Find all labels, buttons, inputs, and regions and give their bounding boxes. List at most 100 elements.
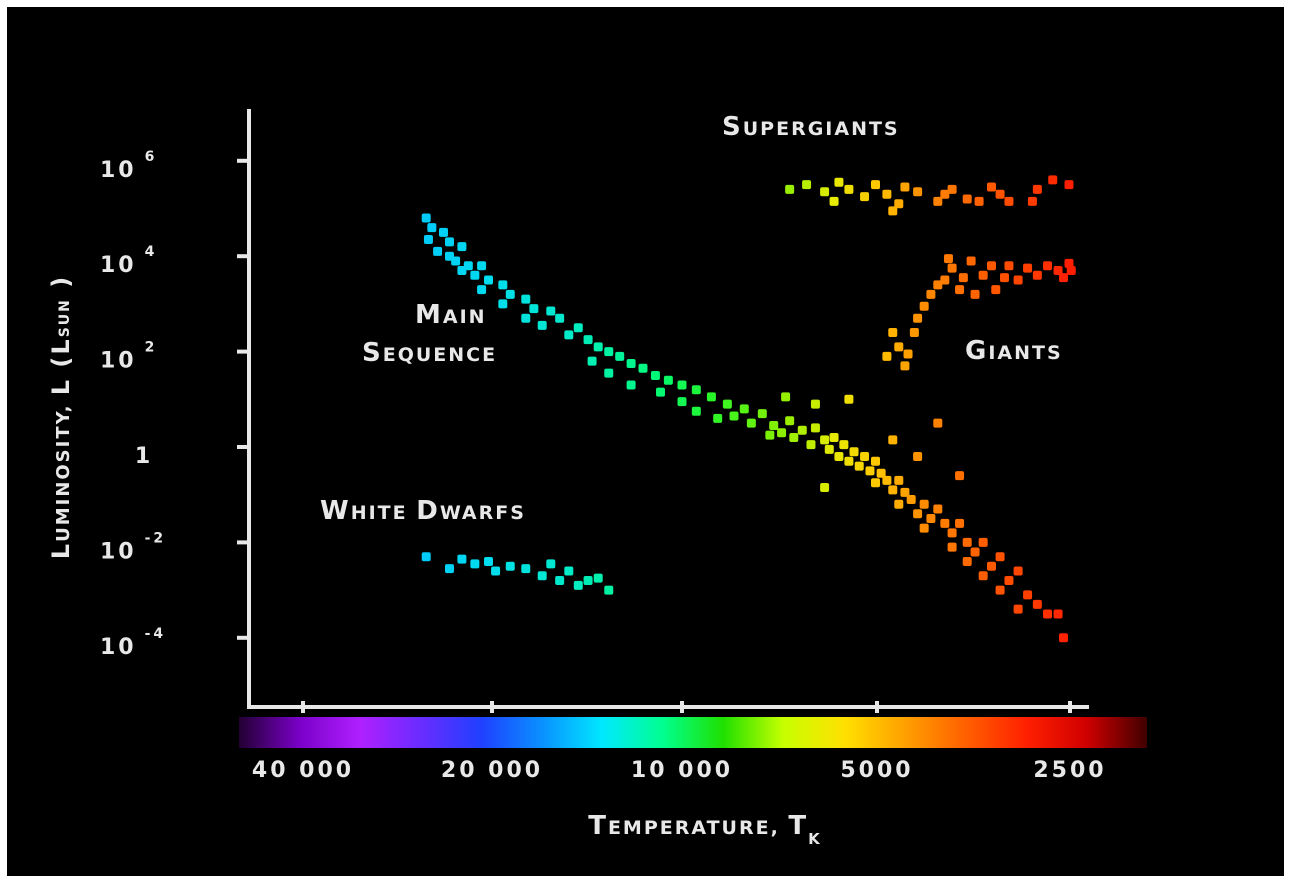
star-point [940, 518, 950, 528]
star-point [947, 263, 957, 273]
star-point [888, 206, 898, 216]
star-point [1043, 261, 1053, 271]
star-point [777, 428, 787, 438]
x-tick-labels: 40 000 20 000 10 000 5000 2500 [252, 758, 1106, 783]
star-point [1004, 576, 1014, 586]
star-point [940, 275, 950, 285]
star-point [829, 196, 839, 206]
star-point [593, 342, 603, 352]
star-point [947, 542, 957, 552]
y-tick-base: 10 [100, 635, 137, 660]
star-point [900, 361, 910, 371]
star-point [1023, 590, 1033, 600]
star-point [1064, 258, 1074, 268]
star-point [521, 313, 531, 323]
star-point [849, 447, 859, 457]
star-point [829, 432, 839, 442]
supergiants-label: SUPERGIANTS [722, 112, 900, 142]
star-point [995, 552, 1005, 562]
star-point [438, 227, 448, 237]
x-axis-label-var: T [788, 811, 808, 841]
chart-frame: 40 000 20 000 10 000 5000 2500 106 104 102 1 10-… [7, 7, 1284, 876]
star-point [991, 285, 1001, 295]
star-point [882, 475, 892, 485]
star-point [1048, 175, 1058, 185]
star-point [457, 266, 467, 276]
star-point [765, 430, 775, 440]
star-point [888, 485, 898, 495]
star-point [999, 273, 1009, 283]
star-point [1013, 566, 1023, 576]
y-tick-label: 10 4 [100, 244, 157, 278]
star-point [860, 452, 870, 462]
x-tick-label: 10 000 [631, 758, 733, 783]
star-point [876, 468, 886, 478]
star-point [1013, 275, 1023, 285]
star-point [785, 416, 795, 426]
star-point [919, 523, 929, 533]
star-point [933, 280, 943, 290]
star-point [1004, 196, 1014, 206]
star-point [444, 237, 454, 247]
star-point [470, 559, 480, 569]
main-sequence-label: MAIN [415, 300, 487, 330]
star-point [820, 483, 830, 493]
star-point [1032, 599, 1042, 609]
star-point [888, 435, 898, 445]
star-point [947, 184, 957, 194]
star-point [604, 347, 614, 357]
star-point [521, 564, 531, 574]
label-cap: M [415, 300, 443, 330]
star-point [958, 273, 968, 283]
y-axis-label-sub: SUN [57, 298, 73, 337]
star-point [537, 320, 547, 330]
star-point [451, 256, 461, 266]
star-point [966, 256, 976, 266]
star-point [882, 189, 892, 199]
label-cap: S [362, 338, 383, 368]
star-point [484, 275, 493, 285]
star-point [926, 514, 936, 524]
star-point [470, 270, 480, 280]
star-point [894, 199, 904, 209]
star-point [810, 423, 820, 433]
star-point [955, 518, 965, 528]
star-point [564, 330, 574, 340]
star-point [477, 261, 487, 271]
y-tick-exponent: -2 [145, 530, 167, 546]
star-point [913, 187, 923, 197]
star-point [573, 580, 583, 590]
star-point [894, 475, 904, 485]
star-point [587, 356, 597, 366]
star-point [860, 192, 870, 202]
star-point [1023, 263, 1033, 273]
star-point [433, 246, 443, 256]
star-point [955, 471, 965, 481]
star-point [650, 370, 660, 380]
star-point [691, 406, 701, 416]
star-point [421, 213, 431, 223]
star-point [739, 404, 749, 414]
star-point [1043, 609, 1053, 619]
hr-diagram: 40 000 20 000 10 000 5000 2500 106104102110-… [47, 109, 1147, 848]
star-point [913, 509, 923, 519]
star-point [746, 418, 756, 428]
y-tick-label: 1 [135, 444, 153, 469]
star-point [677, 397, 687, 407]
star-point [978, 270, 988, 280]
star-point [529, 304, 539, 314]
star-point [521, 294, 531, 304]
star-point [656, 387, 666, 397]
star-point [1053, 609, 1063, 619]
star-point [1066, 266, 1076, 276]
star-point [995, 585, 1005, 595]
x-tick-label: 2500 [1033, 758, 1106, 783]
star-point [933, 196, 943, 206]
star-point [546, 306, 556, 316]
star-point [933, 504, 943, 514]
x-axis-label-cap: T [588, 811, 608, 841]
star-point [564, 566, 574, 576]
y-axis-label-cap: L [47, 542, 75, 559]
star-point [962, 556, 972, 566]
star-point [604, 368, 614, 378]
